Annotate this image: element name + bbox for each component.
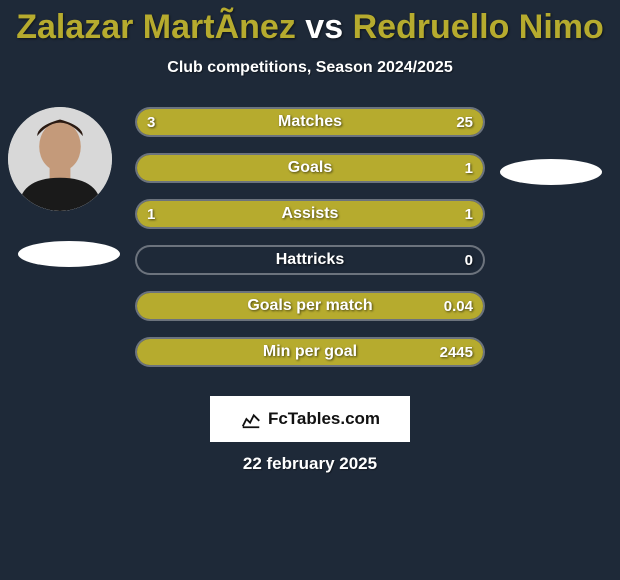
stat-track [135, 153, 485, 183]
player1-flag [18, 241, 120, 267]
stat-fill-left [137, 109, 174, 135]
brand-logo-icon [240, 408, 262, 430]
stat-bars: Matches325 Goals1 Assists11 Hattricks0 Goals… [135, 107, 485, 383]
stat-track [135, 199, 485, 229]
stat-fill-right [137, 293, 483, 319]
stat-track [135, 245, 485, 275]
stat-fill-right [174, 109, 483, 135]
comparison-title: Zalazar MartÃnez vs Redruello Nimo [0, 0, 620, 47]
stat-track [135, 337, 485, 367]
vs-label: vs [305, 8, 343, 46]
stat-row: Matches325 [135, 107, 485, 137]
stat-fill-left [137, 201, 310, 227]
stat-row: Goals1 [135, 153, 485, 183]
footer-date: 22 february 2025 [0, 454, 620, 474]
player2-name: Redruello Nimo [353, 8, 604, 46]
player2-flag [500, 159, 602, 185]
stat-fill-right [137, 339, 483, 365]
player1-name: Zalazar MartÃnez [16, 8, 296, 46]
stat-track [135, 291, 485, 321]
stat-fill-right [137, 155, 483, 181]
subtitle: Club competitions, Season 2024/2025 [0, 59, 620, 77]
stat-row: Goals per match0.04 [135, 291, 485, 321]
brand-badge: FcTables.com [210, 396, 410, 442]
stat-row: Min per goal2445 [135, 337, 485, 367]
player1-avatar [8, 107, 112, 211]
avatar-photo [8, 107, 112, 211]
stat-row: Assists11 [135, 199, 485, 229]
stat-row: Hattricks0 [135, 245, 485, 275]
brand-text: FcTables.com [268, 409, 380, 429]
stat-track [135, 107, 485, 137]
stat-fill-right [310, 201, 483, 227]
